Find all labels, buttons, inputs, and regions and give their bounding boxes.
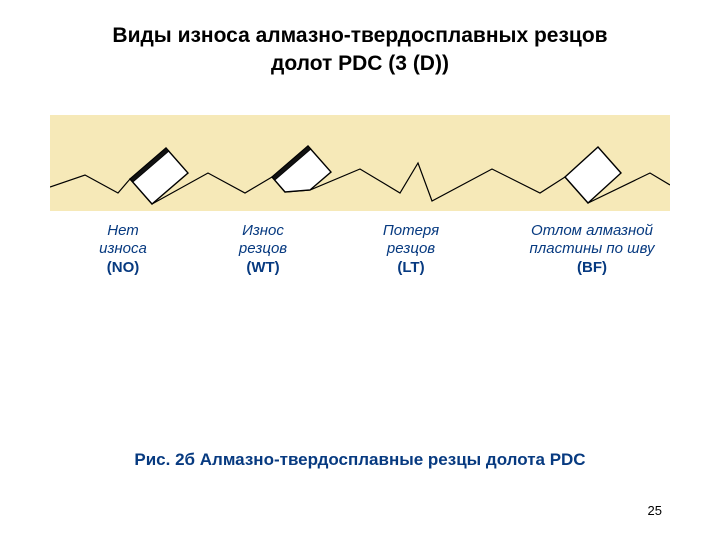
- title-line2: долот PDC (3 (D)): [271, 52, 449, 75]
- figure-caption: Рис. 2б Алмазно-твердосплавные резцы дол…: [0, 450, 720, 470]
- wear-diagram: [50, 115, 670, 216]
- wear-diagram-svg: [50, 115, 670, 211]
- wear-label: Нетизноса(NO): [78, 222, 168, 278]
- wear-label: Потерярезцов(LT): [366, 222, 456, 278]
- figure-caption-text: Рис. 2б Алмазно-твердосплавные резцы дол…: [134, 450, 585, 469]
- page-number-value: 25: [648, 503, 662, 518]
- page-title: Виды износа алмазно-твердосплавных резцо…: [0, 0, 720, 79]
- wear-label: Отлом алмазнойпластины по шву(BF): [522, 222, 662, 278]
- wear-label: Износрезцов(WT): [218, 222, 308, 278]
- wear-labels: Нетизноса(NO) Износрезцов(WT) Потерярезцов…: [50, 222, 670, 342]
- title-line1: Виды износа алмазно-твердосплавных резцо…: [112, 24, 607, 47]
- page-number: 25: [648, 503, 662, 518]
